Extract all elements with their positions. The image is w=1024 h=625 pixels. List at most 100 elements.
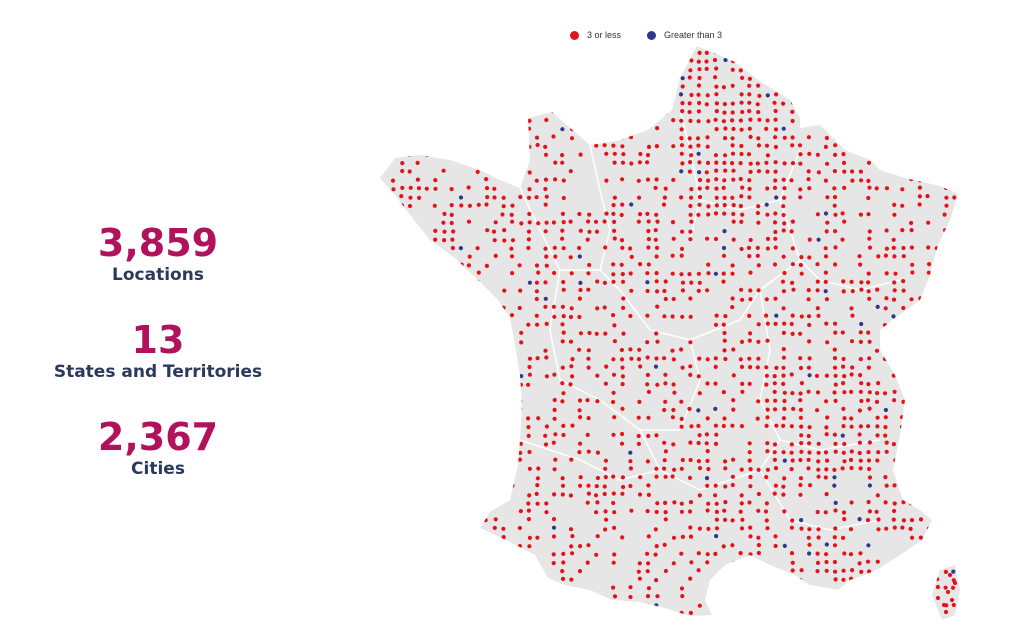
location-dot	[867, 466, 872, 472]
location-dot	[909, 603, 915, 608]
location-dot	[842, 390, 847, 395]
location-dot	[424, 484, 429, 490]
location-dot	[823, 279, 828, 284]
location-dot	[382, 484, 387, 489]
location-dot	[415, 177, 420, 182]
location-dot	[927, 433, 932, 438]
location-dot	[782, 390, 787, 395]
location-dot	[867, 390, 872, 395]
location-dot	[603, 458, 609, 463]
location-dot	[432, 509, 437, 514]
location-dot	[526, 433, 531, 438]
location-dot	[891, 297, 897, 302]
location-dot	[832, 467, 837, 472]
location-dot	[561, 85, 566, 90]
location-dot	[519, 49, 524, 55]
location-dot	[867, 185, 872, 190]
region-border	[640, 339, 701, 431]
location-dot	[892, 59, 897, 64]
location-dot	[611, 262, 616, 267]
location-dot	[577, 100, 582, 105]
location-dot	[866, 289, 871, 294]
location-dot	[670, 415, 676, 420]
location-dot	[391, 262, 396, 267]
location-dot	[400, 483, 405, 488]
location-dot	[603, 331, 608, 336]
location-dot	[638, 364, 643, 369]
location-dot	[518, 509, 524, 514]
location-dot	[773, 569, 779, 574]
location-dot	[679, 127, 684, 132]
location-dot	[832, 559, 838, 565]
location-dot	[867, 440, 873, 445]
location-dot	[739, 467, 744, 472]
location-dot	[901, 245, 906, 251]
location-dot	[638, 475, 643, 480]
location-dot	[492, 186, 497, 191]
location-dot	[859, 569, 864, 575]
location-dot	[867, 356, 872, 361]
location-dot	[544, 117, 549, 123]
location-dot	[645, 153, 651, 158]
location-dot	[705, 552, 710, 557]
location-dot	[526, 85, 531, 90]
location-dot	[705, 508, 710, 513]
location-dot	[390, 475, 395, 480]
location-dot	[679, 67, 684, 72]
location-dot	[646, 144, 652, 149]
location-dot	[798, 578, 803, 583]
location-dot	[696, 271, 702, 276]
location-dot	[654, 433, 659, 438]
location-dot	[400, 134, 405, 139]
location-dot	[593, 493, 599, 498]
corsica-dots	[935, 572, 958, 615]
location-dot	[526, 416, 531, 421]
location-dot	[900, 117, 906, 122]
location-dot	[756, 169, 762, 174]
location-dot	[866, 271, 871, 276]
location-dot	[833, 441, 838, 446]
location-dot	[374, 604, 378, 608]
location-dot	[875, 100, 880, 105]
location-dot	[815, 262, 820, 267]
location-dot	[884, 186, 890, 191]
location-dot	[825, 340, 830, 345]
location-dot	[849, 500, 854, 505]
location-dot	[612, 552, 617, 557]
location-dot	[730, 296, 735, 301]
location-dot	[774, 92, 779, 97]
location-dot	[833, 152, 838, 157]
location-dot	[655, 610, 660, 615]
location-dot	[945, 589, 951, 595]
location-dot	[926, 552, 931, 557]
location-dot	[501, 305, 506, 310]
location-dot	[731, 457, 736, 462]
location-dot	[519, 42, 523, 46]
stat-locations-value: 3,859	[97, 221, 219, 265]
location-dot	[399, 203, 404, 208]
location-dot	[790, 458, 795, 463]
location-dot	[740, 75, 745, 80]
location-dot	[535, 501, 540, 506]
region-border	[519, 187, 600, 271]
location-dot	[748, 593, 753, 598]
location-dot	[739, 92, 744, 97]
location-dot	[823, 246, 828, 251]
location-dot	[697, 75, 702, 81]
location-dot	[629, 254, 634, 259]
location-dot	[755, 576, 760, 581]
location-dot	[476, 270, 481, 275]
location-dot	[679, 195, 684, 200]
location-dot	[748, 552, 753, 557]
location-dot	[620, 431, 625, 437]
location-dot	[697, 526, 703, 531]
location-dot	[535, 356, 540, 361]
location-dot	[790, 41, 794, 45]
location-dot	[789, 229, 794, 234]
location-dot	[517, 161, 523, 166]
location-dot	[891, 237, 896, 242]
location-dot	[653, 237, 658, 242]
location-dot	[527, 544, 532, 549]
location-dot	[569, 457, 574, 462]
location-dot	[799, 314, 804, 319]
